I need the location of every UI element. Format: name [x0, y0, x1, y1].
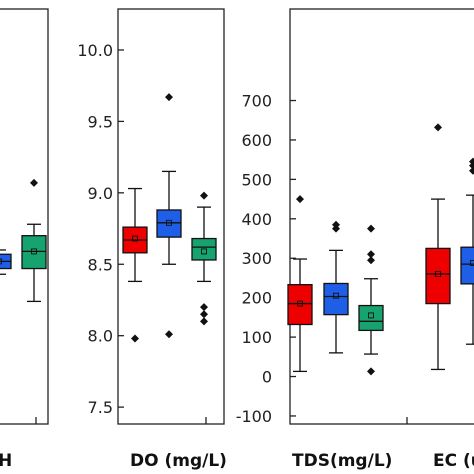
ph-box-2-mean	[31, 248, 37, 255]
tds-box-3-outlier	[367, 367, 375, 376]
tds-box-3-mean	[368, 312, 374, 319]
ec-box-2-iqr	[460, 246, 474, 285]
ec-box-2-mean	[470, 260, 474, 266]
tds-y-tick-label: 400	[241, 210, 272, 229]
tds-box-2-outlier	[332, 224, 340, 233]
tds-y-tick-label: 200	[241, 289, 272, 308]
do-y-tick-label: 9.5	[88, 112, 113, 131]
do-y-tick-label: 8.5	[88, 255, 113, 274]
do-box-3-outlier	[200, 303, 208, 312]
tds-box-3-outlier	[367, 224, 375, 233]
tds-y-tick-label: 300	[241, 249, 272, 268]
do-box-2-outlier	[165, 93, 173, 102]
ec-box-1-outlier	[434, 123, 442, 132]
ec-box-1-iqr	[425, 247, 451, 305]
do-y-tick-label: 8.0	[88, 327, 113, 346]
tds-box-1-iqr	[287, 284, 313, 326]
tds-y-tick-label: 100	[241, 328, 272, 347]
do-y-tick-label: 7.5	[88, 398, 113, 417]
tds-y-tick-label: 0	[262, 368, 272, 387]
ec-axis-label: EC (u	[433, 451, 474, 471]
do-axis-label: DO (mg/L)	[130, 451, 227, 471]
tds-box-1-mean	[297, 300, 303, 307]
ec-box-2-outlier	[469, 166, 474, 175]
do-box-3-outlier	[200, 317, 208, 326]
do-box-1-mean	[132, 235, 138, 242]
ec-box-1-mean	[435, 271, 441, 277]
chart-marks: 10.0 9.5 9.0 8.5 8.0 7.5 700 600 500 400 300 200 100…	[0, 41, 474, 426]
ph-box-2-iqr	[21, 235, 47, 270]
ph-axis-label: H	[0, 451, 12, 471]
do-box-3-outlier	[200, 191, 208, 200]
tds-panel-frame	[289, 8, 474, 425]
ph-box-1-mean	[0, 258, 2, 265]
ph-box-2-outlier	[30, 178, 38, 187]
do-y-tick-label: 10.0	[77, 41, 113, 60]
tds-box-2-mean	[333, 292, 339, 299]
do-box-3-outlier	[200, 310, 208, 319]
tds-box-1-outlier	[296, 195, 304, 204]
tds-y-tick-label: 500	[241, 170, 272, 189]
do-box-1-outlier	[131, 334, 139, 343]
tds-y-tick-label: 600	[241, 131, 272, 150]
tds-box-3-outlier	[367, 250, 375, 259]
do-box-2-mean	[166, 219, 172, 226]
tds-box-2-iqr	[323, 282, 349, 316]
do-panel-frame	[117, 8, 225, 425]
tds-y-tick-label: -100	[236, 407, 272, 426]
tds-y-tick-label: 700	[241, 92, 272, 111]
tds-box-3-outlier	[367, 256, 375, 265]
do-box-2-outlier	[165, 330, 173, 339]
do-y-tick-label: 9.0	[88, 184, 113, 203]
do-box-2-iqr	[156, 209, 182, 238]
do-box-3-mean	[201, 248, 207, 255]
ph-panel-frame	[0, 8, 49, 425]
tds-axis-label: TDS(mg/L)	[292, 451, 392, 471]
